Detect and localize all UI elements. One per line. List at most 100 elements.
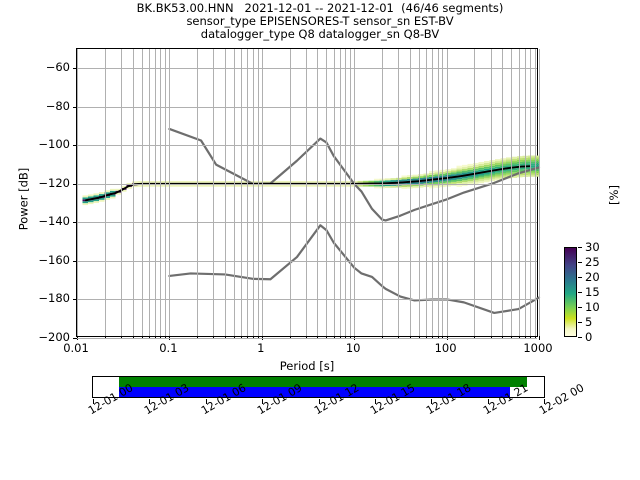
x-axis-tick — [398, 336, 400, 339]
ppsd-density-cell — [368, 184, 374, 187]
ppsd-density-cell — [511, 176, 517, 178]
ppsd-density-cell — [412, 176, 418, 179]
ppsd-density-cell — [456, 165, 462, 168]
ppsd-density-cell — [489, 165, 495, 168]
colorbar-tick-label: 0 — [585, 330, 593, 344]
grid-line-vertical — [442, 49, 444, 336]
ppsd-density-cell — [341, 180, 347, 183]
ppsd-density-cell — [500, 164, 506, 166]
ppsd-density-cell — [363, 180, 369, 183]
ppsd-density-cell — [478, 165, 484, 168]
ppsd-density-cell — [434, 176, 440, 179]
ppsd-density-cell — [489, 163, 495, 166]
ppsd-density-cell — [500, 173, 506, 176]
noise-model-low-curve — [168, 224, 541, 315]
ppsd-density-cell — [269, 184, 275, 187]
grid-line-vertical — [141, 49, 143, 336]
x-axis-tick — [518, 336, 520, 339]
ppsd-density-cell — [473, 176, 479, 179]
ppsd-density-cell — [445, 180, 451, 183]
ppsd-density-cell — [429, 171, 435, 173]
ppsd-density-cell — [165, 180, 171, 183]
ppsd-density-cell — [418, 185, 424, 188]
ppsd-density-cell — [407, 177, 413, 179]
colorbar-tick-label: 30 — [585, 240, 600, 254]
x-axis-tick — [442, 336, 444, 339]
ppsd-plot-canvas — [82, 127, 541, 315]
ppsd-density-cell — [253, 180, 259, 183]
ppsd-density-cell — [451, 168, 457, 171]
timeline-tick — [487, 399, 489, 404]
ppsd-density-cell — [148, 184, 154, 187]
ppsd-density-cell — [517, 169, 523, 172]
x-axis-tick — [247, 336, 249, 339]
grid-line-vertical — [382, 49, 384, 336]
ppsd-density-cell — [104, 196, 110, 198]
colorbar-tick-label: 25 — [585, 255, 600, 269]
ppsd-density-cell — [445, 178, 451, 181]
grid-line-vertical — [502, 49, 504, 336]
ppsd-density-cell — [220, 184, 226, 187]
ppsd-density-cell — [451, 178, 457, 180]
ppsd-density-cell — [467, 181, 473, 184]
ppsd-density-cell — [407, 178, 413, 181]
ppsd-density-cell — [407, 186, 413, 189]
grid-line-vertical — [398, 49, 400, 336]
ppsd-density-cell — [418, 178, 424, 180]
ppsd-density-cell — [434, 170, 440, 173]
ppsd-density-cell — [506, 159, 512, 162]
ppsd-density-cell — [533, 159, 539, 162]
ppsd-density-cell — [495, 166, 501, 169]
x-axis-label: Period [s] — [279, 359, 335, 373]
ppsd-density-cell — [451, 179, 457, 182]
ppsd-density-cell — [533, 172, 539, 175]
ppsd-density-cell — [473, 178, 479, 181]
ppsd-density-cell — [495, 172, 501, 175]
ppsd-density-cell — [258, 180, 264, 183]
colorbar-tick — [578, 307, 582, 308]
ppsd-density-cell — [484, 174, 490, 177]
ppsd-density-cell — [473, 174, 479, 177]
x-axis-tick — [213, 336, 215, 339]
ppsd-density-cell — [407, 175, 413, 178]
x-axis-tick — [349, 336, 351, 339]
x-axis-tick — [165, 336, 167, 339]
ppsd-density-cell — [533, 165, 539, 168]
ppsd-density-cell — [110, 188, 116, 191]
ppsd-density-cell — [429, 174, 435, 177]
grid-line-vertical — [437, 49, 439, 336]
ppsd-density-cell — [390, 180, 396, 182]
ppsd-density-cell — [121, 189, 127, 192]
ppsd-density-cell — [181, 184, 187, 187]
x-axis-tick — [426, 336, 428, 339]
ppsd-density-cell — [467, 163, 473, 166]
timeline-tick — [93, 399, 94, 404]
ppsd-density-cell — [280, 180, 286, 183]
ppsd-density-cell — [462, 182, 468, 185]
ppsd-density-cell — [511, 168, 517, 171]
ppsd-density-cell — [533, 155, 539, 158]
ppsd-density-cell — [484, 168, 490, 171]
ppsd-density-cell — [478, 163, 484, 166]
ppsd-density-cell — [412, 178, 418, 181]
x-tick-label: 0.01 — [63, 341, 89, 355]
x-tick-label: 0.1 — [159, 341, 178, 355]
ppsd-density-cell — [104, 192, 110, 195]
ppsd-density-cell — [154, 184, 160, 187]
x-tick-label: 10 — [345, 341, 361, 355]
ppsd-density-cell — [176, 180, 182, 183]
x-axis-tick — [474, 336, 476, 339]
ppsd-density-cell — [418, 181, 424, 184]
y-axis-tick — [73, 338, 77, 339]
ppsd-density-cell — [110, 190, 116, 193]
x-axis-tick — [197, 336, 199, 339]
ppsd-density-cell — [346, 184, 352, 187]
grid-line-vertical — [121, 49, 123, 336]
ppsd-density-cell — [517, 156, 523, 159]
grid-line-vertical — [474, 49, 476, 336]
ppsd-density-cell — [533, 163, 539, 166]
ppsd-density-cell — [407, 182, 413, 185]
ppsd-density-cell — [489, 171, 495, 174]
grid-line-horizontal — [77, 338, 537, 339]
ppsd-density-cell — [478, 173, 484, 176]
